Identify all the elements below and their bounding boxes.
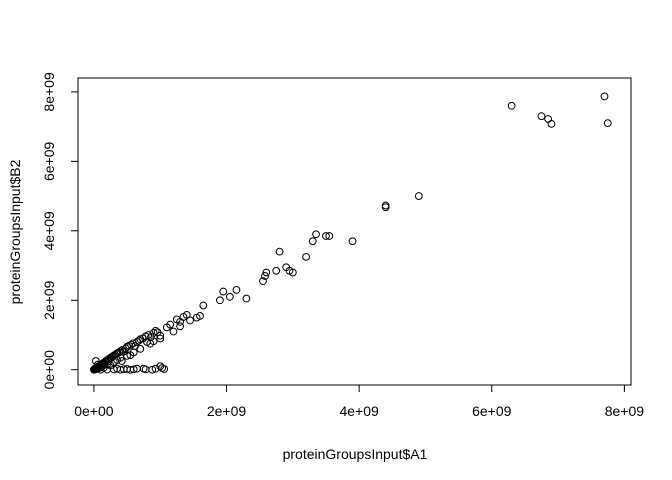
data-point (149, 337, 158, 346)
data-point (117, 357, 126, 365)
data-point (232, 285, 241, 294)
x-tick-label: 6e+09 (472, 403, 512, 419)
data-point (97, 362, 106, 371)
data-point (348, 237, 357, 246)
data-point (123, 351, 131, 360)
data-point (166, 320, 175, 329)
data-point (262, 268, 271, 277)
data-point (302, 252, 310, 261)
data-point (196, 311, 204, 320)
data-point (219, 287, 228, 296)
data-point (160, 365, 169, 373)
data-point (149, 329, 158, 337)
data-point (507, 101, 516, 110)
y-tick-label: 8e+09 (41, 72, 57, 112)
data-point (135, 336, 143, 345)
data-point (547, 119, 556, 128)
data-point (308, 237, 317, 246)
data-point (136, 344, 145, 353)
data-point (129, 348, 138, 357)
data-point (272, 266, 281, 275)
x-tick-label: 8e+09 (605, 403, 645, 419)
data-point (156, 331, 165, 340)
y-tick-label: 6e+09 (41, 141, 57, 181)
data-point (186, 316, 194, 325)
data-point (199, 301, 208, 310)
data-point (176, 322, 185, 331)
data-point (312, 230, 320, 239)
data-point (544, 115, 553, 123)
data-point (169, 327, 178, 336)
y-tick-label: 0e+00 (41, 350, 57, 390)
data-point (225, 292, 234, 301)
data-point (275, 247, 284, 256)
data-point (156, 362, 165, 371)
data-point (603, 119, 612, 128)
data-point (537, 112, 546, 121)
data-point (215, 296, 224, 305)
data-point (93, 360, 102, 369)
y-axis-label: proteinGroupsInput$B2 (7, 159, 23, 304)
data-point (381, 201, 390, 210)
data-point (261, 272, 269, 280)
data-point (151, 326, 160, 335)
data-point (259, 277, 267, 286)
data-point (156, 334, 165, 343)
x-tick-label: 2e+09 (207, 403, 247, 419)
data-point (325, 232, 334, 240)
x-tick-label: 0e+00 (74, 403, 114, 419)
x-axis: 0e+00 2e+09 4e+09 6e+09 8e+09 (74, 384, 645, 419)
data-point (322, 232, 330, 240)
y-tick-label: 4e+09 (41, 211, 57, 251)
data-point (103, 360, 112, 369)
data-point (288, 268, 297, 277)
data-point (242, 294, 251, 303)
data-points (90, 92, 612, 374)
data-point (129, 365, 138, 374)
data-point (600, 92, 609, 101)
data-point (182, 310, 191, 319)
data-point (148, 365, 157, 374)
y-axis: 0e+00 2e+09 4e+09 6e+09 8e+09 (41, 72, 79, 390)
x-tick-label: 4e+09 (339, 403, 379, 419)
x-axis-label: proteinGroupsInput$A1 (283, 446, 428, 462)
data-point (414, 192, 423, 200)
y-tick-label: 2e+09 (41, 280, 57, 320)
